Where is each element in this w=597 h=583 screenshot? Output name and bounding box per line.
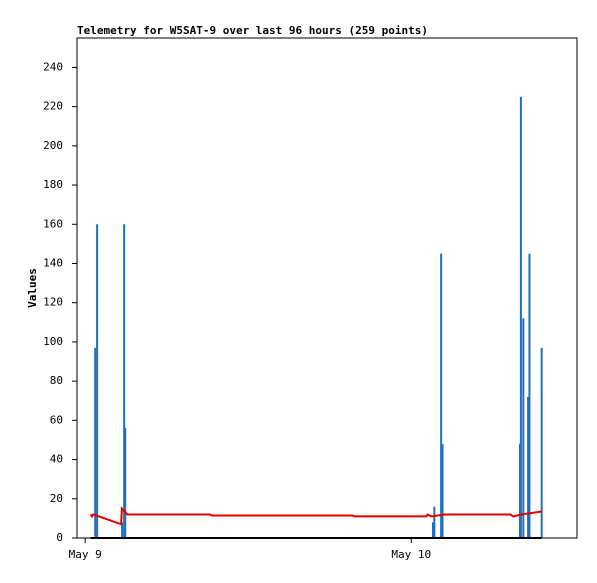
line [89,506,542,526]
y-tick-label: 120 [43,296,63,309]
x-tick-label: May 9 [69,548,102,561]
y-tick-label: 0 [56,531,63,544]
bar [519,96,522,538]
y-tick-label: 160 [43,217,63,230]
bar [94,347,97,538]
bar [522,318,525,538]
bar [123,224,126,538]
bar [528,253,531,538]
bar [527,396,530,538]
y-tick-label: 40 [50,453,63,466]
bar [124,428,127,538]
plot-frame [76,37,578,539]
bar [441,443,444,538]
bar [431,522,434,538]
y-tick-label: 100 [43,335,63,348]
y-axis-label: Values [26,268,39,308]
x-tick-label: May 10 [391,548,431,561]
y-tick-label: 20 [50,492,63,505]
bar [96,224,99,538]
y-tick-label: 200 [43,139,63,152]
y-tick-label: 140 [43,256,63,269]
bar [433,506,436,538]
bar [540,347,543,538]
bar [440,253,443,538]
y-tick-label: 60 [50,413,63,426]
bar [121,522,124,538]
y-tick-label: 220 [43,100,63,113]
y-tick-label: 180 [43,178,63,191]
y-tick-label: 80 [50,374,63,387]
chart-title: Telemetry for W5SAT-9 over last 96 hours… [77,24,428,37]
y-tick-label: 240 [43,60,63,73]
